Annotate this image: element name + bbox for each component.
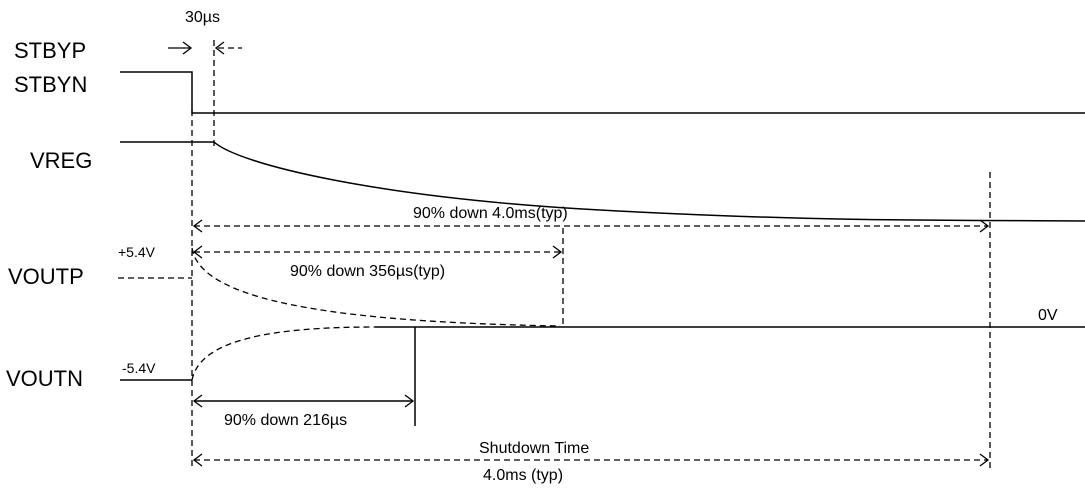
signal-label-vreg: VREG <box>30 148 92 173</box>
signal-label-voutn: VOUTN <box>6 366 83 391</box>
signal-label-stbyn: STBYN <box>14 72 87 97</box>
signal-label-stbyp: STBYP <box>14 38 86 63</box>
shutdown-time-title: Shutdown Time <box>479 440 589 457</box>
voutp-decay-curve <box>191 247 561 327</box>
shutdown-time-value: 4.0ms (typ) <box>483 467 563 484</box>
level-label-negative: -5.4V <box>122 360 156 376</box>
signal-label-voutp: VOUTP <box>8 264 84 289</box>
voutn-rise-curve <box>191 326 376 381</box>
voutp-fall-label: 90% down 356µs(typ) <box>290 263 445 280</box>
voutn-fall-label: 90% down 216µs <box>224 412 347 429</box>
vreg-waveform <box>120 141 1085 222</box>
level-label-zero: 0V <box>1038 307 1058 324</box>
delay-label: 30µs <box>185 9 220 26</box>
level-label-positive: +5.4V <box>118 244 156 260</box>
vreg-fall-label: 90% down 4.0ms(typ) <box>413 205 568 222</box>
stby-waveform <box>120 71 1085 114</box>
